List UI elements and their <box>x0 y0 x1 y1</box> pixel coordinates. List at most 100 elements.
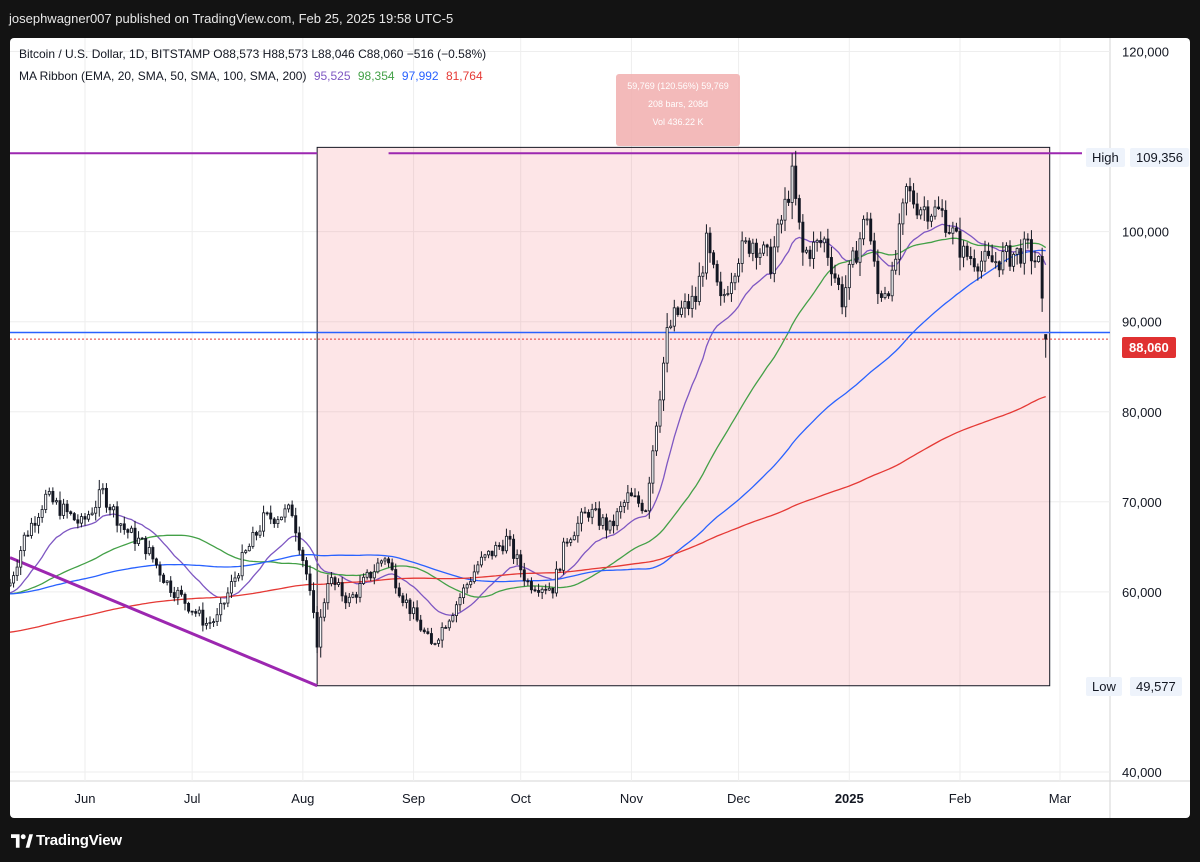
candle-body <box>987 250 991 257</box>
candle-body <box>362 576 366 584</box>
candle-body <box>1001 251 1005 271</box>
candle-body <box>201 609 205 626</box>
ma-value-ema20: 95,525 <box>313 69 351 83</box>
candle-body <box>876 260 880 295</box>
candle-body <box>683 301 687 309</box>
candle-body <box>651 450 655 484</box>
candle-body <box>47 491 51 495</box>
candle-body <box>990 255 994 263</box>
candle-body <box>290 504 294 517</box>
candle-body <box>262 512 266 532</box>
candle-body <box>858 238 862 263</box>
downtrend-line <box>10 556 318 688</box>
candle-body <box>326 583 330 604</box>
candle-body <box>854 250 858 263</box>
candle-body <box>244 550 248 553</box>
candle-body <box>1040 256 1044 299</box>
candle-body <box>669 325 673 329</box>
candle-body <box>19 550 23 568</box>
candle-body <box>129 527 133 533</box>
candle-body <box>137 537 141 544</box>
candle-body <box>912 190 916 205</box>
candle-body <box>301 549 305 561</box>
candle-body <box>576 522 580 537</box>
candle-body <box>187 602 191 612</box>
candle-body <box>1026 238 1030 241</box>
candle-body <box>519 554 523 571</box>
candle-body <box>872 240 876 262</box>
candle-body <box>915 203 919 216</box>
candle-body <box>272 518 276 525</box>
candle-body <box>769 246 773 275</box>
candle-body <box>458 597 462 606</box>
chart-card[interactable]: Jun Jul Aug Sep Oct Nov Dec 2025 Feb Mar 40,000 60,… <box>10 38 1190 818</box>
candle-body <box>340 582 344 597</box>
candle-body <box>594 508 598 511</box>
candle-body <box>919 209 923 216</box>
candle-body <box>287 504 291 510</box>
candle-body <box>865 218 869 221</box>
candle-body <box>165 580 169 583</box>
x-tick-label: Aug <box>291 791 314 806</box>
candle-body <box>547 587 551 591</box>
candle-body <box>112 506 116 511</box>
candle-body <box>429 633 433 644</box>
candle-body <box>1029 239 1033 262</box>
candle-body <box>937 206 941 210</box>
candle-body <box>279 516 283 521</box>
candle-body <box>847 263 851 289</box>
candle-body <box>583 511 587 514</box>
candle-body <box>633 495 637 498</box>
ma-label: MA Ribbon (EMA, 20, SMA, 50, SMA, 100, S… <box>19 69 307 83</box>
candle-body <box>740 240 744 264</box>
candle-body <box>776 223 780 248</box>
candle-body <box>90 512 94 516</box>
candle-body <box>462 587 466 599</box>
candle-body <box>490 550 494 557</box>
candle-body <box>837 277 841 285</box>
candle-body <box>897 223 901 260</box>
candle-body <box>44 493 48 510</box>
candle-body <box>447 620 451 629</box>
candle-body <box>883 293 887 298</box>
candle-body <box>637 495 641 504</box>
candle-body <box>437 639 441 644</box>
candle-body <box>354 594 358 598</box>
candle-body <box>540 588 544 593</box>
candle-body <box>676 307 680 315</box>
candle-body <box>258 530 262 536</box>
candle-body <box>601 517 605 526</box>
candle-body <box>940 208 944 211</box>
candle-body <box>10 582 12 587</box>
candle-body <box>965 245 969 257</box>
candle-body <box>351 594 355 598</box>
candle-body <box>508 535 512 540</box>
candle-body <box>172 592 176 599</box>
price-chart[interactable]: Jun Jul Aug Sep Oct Nov Dec 2025 Feb Mar 40,000 60,… <box>10 38 1190 818</box>
candle-body <box>12 575 16 584</box>
candle-body <box>451 615 455 622</box>
ma-legend: MA Ribbon (EMA, 20, SMA, 50, SMA, 100, S… <box>19 69 483 83</box>
candle-body <box>422 629 426 633</box>
candle-body <box>322 602 326 618</box>
candle-body <box>83 516 87 520</box>
candle-body <box>697 275 701 302</box>
candle-body <box>183 593 187 604</box>
candle-body <box>997 261 1001 271</box>
candle-body <box>869 218 873 242</box>
candle-body <box>62 503 66 516</box>
candle-body <box>933 206 937 217</box>
candle-body <box>394 569 398 589</box>
candle-body <box>283 508 287 518</box>
candle-body <box>687 301 691 309</box>
candle-body <box>204 623 208 626</box>
candle-body <box>922 206 926 211</box>
candle-body <box>904 186 908 204</box>
candle-body <box>265 512 269 515</box>
candle-body <box>862 218 866 240</box>
candle-body <box>679 307 683 315</box>
candle-body <box>765 244 769 248</box>
candle-body <box>412 607 416 615</box>
candle-body <box>251 532 255 547</box>
candle-body <box>376 562 380 573</box>
